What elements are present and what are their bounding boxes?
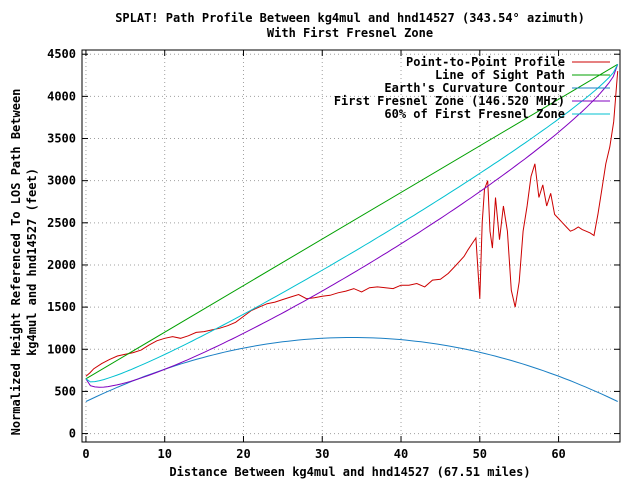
series-line-0: [85, 71, 619, 377]
y-tick-label: 2000: [47, 258, 76, 272]
x-tick-label: 20: [236, 447, 250, 461]
y-tick-label: 3000: [47, 174, 76, 188]
chart-title-line1: SPLAT! Path Profile Between kg4mul and h…: [115, 11, 585, 25]
y-axis-label-line1: Normalized Height Referenced To LOS Path…: [9, 89, 23, 436]
series-layer: [85, 63, 619, 402]
legend-label: Earth's Curvature Contour: [384, 81, 565, 95]
x-tick-label: 10: [157, 447, 171, 461]
x-tick-label: 60: [551, 447, 565, 461]
series-line-4: [85, 64, 619, 383]
x-axis-ticks: 0 10 20 30 40 50 60: [82, 50, 566, 461]
y-tick-label: 2500: [47, 216, 76, 230]
x-axis-label: Distance Between kg4mul and hnd14527 (67…: [169, 465, 530, 479]
legend-label: Point-to-Point Profile: [406, 55, 565, 69]
x-tick-label: 30: [315, 447, 329, 461]
y-tick-label: 4500: [47, 47, 76, 61]
chart-title-line2: With First Fresnel Zone: [267, 26, 433, 40]
y-tick-label: 3500: [47, 132, 76, 146]
series-line-3: [85, 64, 619, 388]
y-axis-label-line2: kg4mul and hnd14527 (feet): [25, 168, 39, 356]
x-tick-label: 50: [473, 447, 487, 461]
legend-label: Line of Sight Path: [435, 68, 565, 82]
plot-frame: [81, 49, 621, 443]
legend-label: First Fresnel Zone (146.520 MHz): [334, 94, 565, 108]
y-tick-label: 0: [69, 427, 76, 441]
x-tick-label: 40: [394, 447, 408, 461]
y-tick-label: 1000: [47, 342, 76, 356]
legend-label: 60% of First Fresnel Zone: [384, 107, 565, 121]
series-line-1: [85, 63, 618, 380]
y-axis-ticks: 0 500 1000 1500 2000 2500 3000 3500 4000 4500: [47, 47, 620, 441]
y-tick-label: 1500: [47, 300, 76, 314]
series-line-2: [85, 337, 618, 402]
y-tick-label: 500: [54, 384, 76, 398]
x-tick-label: 0: [82, 447, 89, 461]
y-tick-label: 4000: [47, 89, 76, 103]
